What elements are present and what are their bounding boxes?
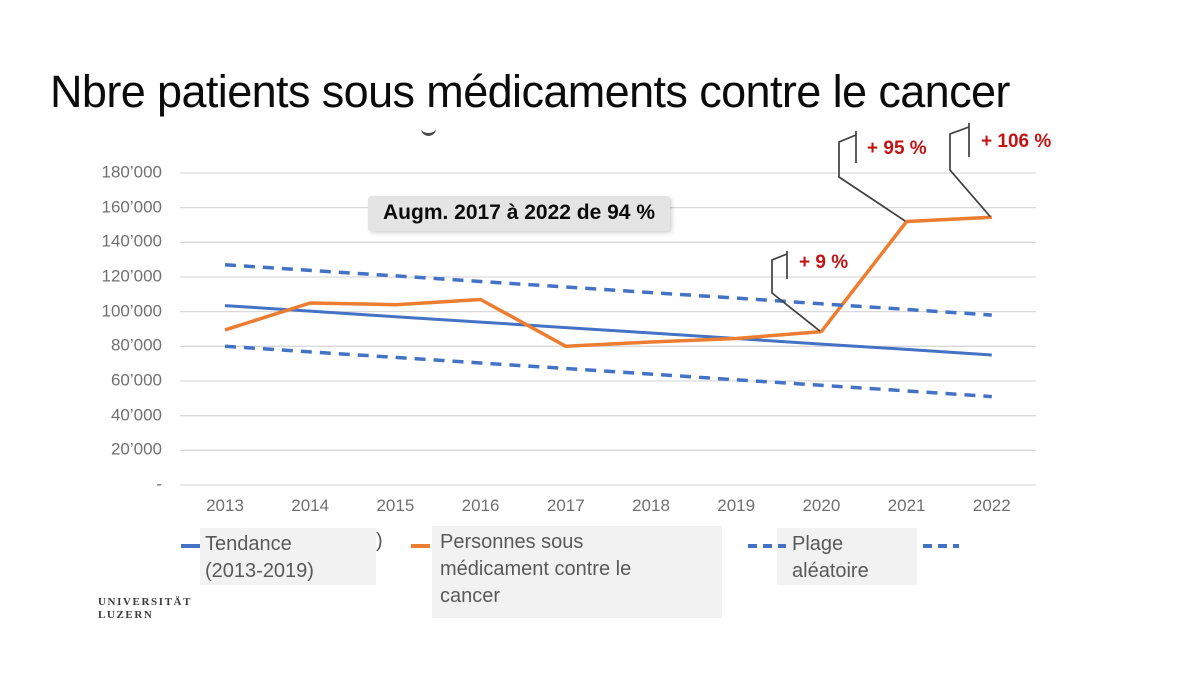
- series-line-3: [224, 344, 992, 399]
- x-tick-label: 2022: [972, 496, 1011, 515]
- page-title: Nbre patients sous médicaments contre le…: [50, 66, 1010, 117]
- logo-line: LUZERN: [98, 609, 154, 621]
- x-tick-label: 2018: [632, 496, 670, 515]
- university-luzern-logo: UNIVERSITÄT LUZERN: [98, 596, 192, 622]
- legend-item-tendance: Tendance (2013-2019): [205, 531, 314, 585]
- series-line-1: [224, 215, 992, 349]
- y-tick-label: 180’000: [101, 162, 162, 182]
- y-tick-label: 140’000: [101, 231, 162, 251]
- y-tick-label: -: [156, 474, 162, 494]
- legend-bg-box: [200, 528, 376, 585]
- y-tick-label: 60’000: [110, 370, 162, 390]
- x-tick-label: 2019: [717, 496, 756, 515]
- title-descender-artifact: [421, 126, 436, 136]
- y-tick-label: 40’000: [110, 405, 162, 425]
- legend-bg-box: [432, 526, 722, 618]
- series-line-0: [224, 304, 992, 357]
- legend-marker-tendance: [181, 544, 200, 548]
- annotation-label: + 9 %: [799, 252, 849, 273]
- y-tick-label: 80’000: [110, 335, 162, 355]
- legend-item-plage: Plage aléatoire: [792, 531, 869, 585]
- logo-line: UNIVERSITÄT: [98, 596, 193, 608]
- y-tick-label: 120’000: [101, 266, 162, 286]
- legend-marker-plage-2: [923, 544, 959, 548]
- legend-label: Personnes sous: [440, 531, 584, 553]
- legend-bg-box: [777, 528, 917, 585]
- x-tick-label: 2016: [461, 496, 500, 515]
- y-tick-label: 20’000: [110, 439, 162, 459]
- x-tick-label: 2014: [291, 496, 330, 515]
- y-tick-label: 160’000: [101, 197, 162, 217]
- legend-label: médicament contre le: [440, 558, 632, 580]
- annotation-label: + 95 %: [867, 138, 927, 159]
- x-tick-label: 2015: [376, 496, 415, 515]
- callout-leader-line: [838, 134, 906, 222]
- callout-leader-line: [949, 126, 991, 218]
- legend-label: aléatoire: [792, 560, 869, 582]
- legend-label: cancer: [440, 585, 501, 607]
- x-tick-label: 2013: [206, 496, 244, 515]
- series-line-2: [224, 263, 992, 317]
- legend-marker-plage: [748, 544, 786, 548]
- legend-label: (2013-2019): [205, 560, 314, 582]
- increase-note: Augm. 2017 à 2022 de 94 %: [368, 196, 670, 231]
- legend-item-personnes: Personnes sous médicament contre le canc…: [440, 529, 631, 610]
- legend-marker-personnes: [411, 544, 430, 548]
- legend-label: Plage: [792, 533, 844, 555]
- x-tick-label: 2021: [887, 496, 926, 515]
- legend-text-artifact: ): [376, 530, 383, 552]
- annotation-label: + 106 %: [981, 131, 1052, 152]
- y-tick-label: 100’000: [101, 301, 162, 321]
- x-tick-label: 2017: [546, 496, 585, 515]
- x-tick-label: 2020: [802, 496, 841, 515]
- legend-label: Tendance: [205, 533, 292, 555]
- callout-leader-line: [771, 253, 821, 332]
